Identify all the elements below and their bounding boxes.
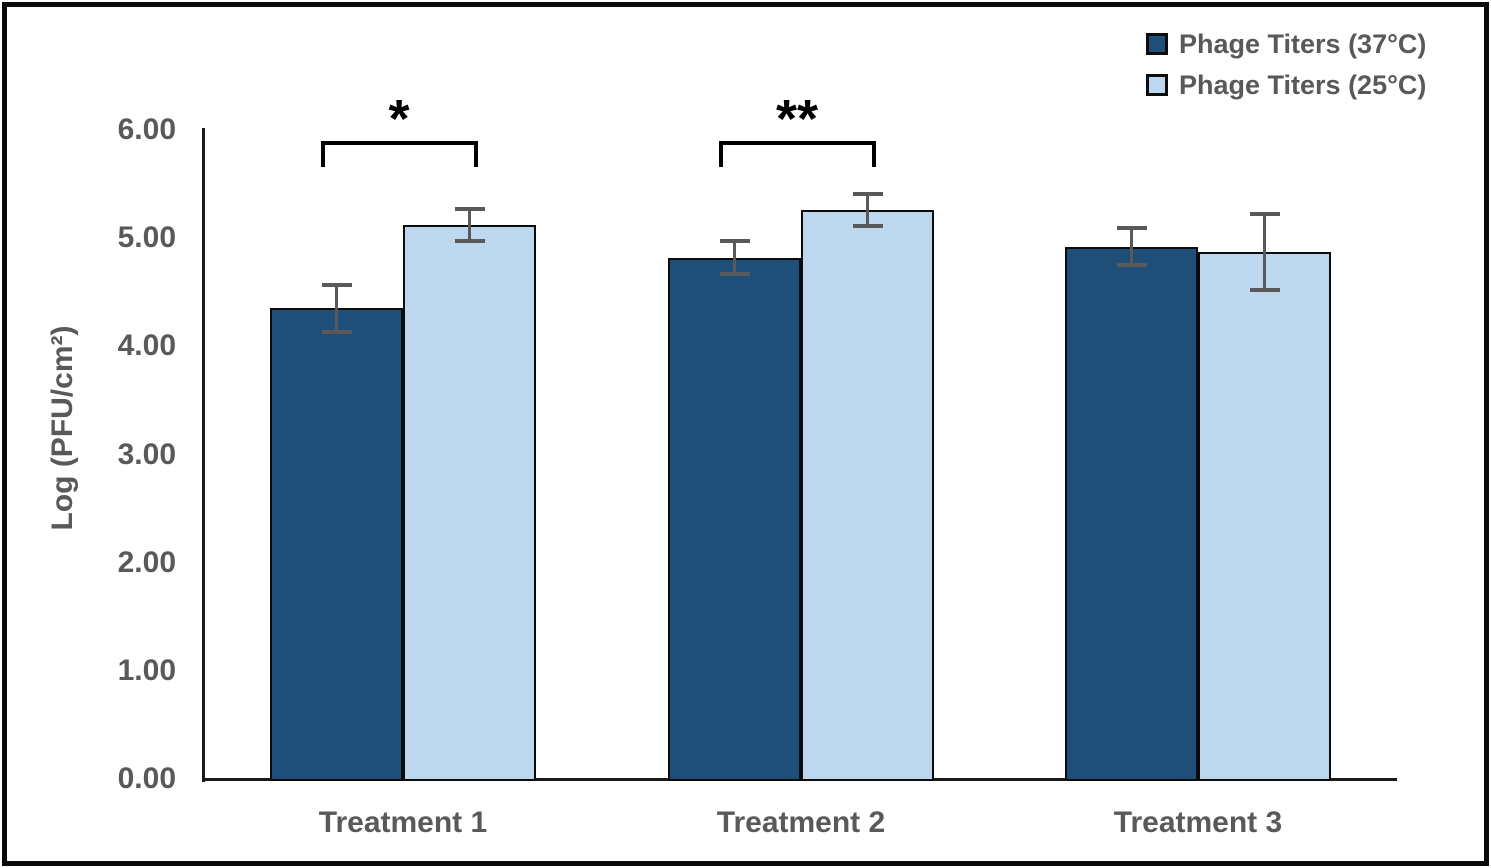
bar-treatment-2-phage-titers-25-c (801, 210, 934, 781)
x-axis-label-treatment-3: Treatment 3 (1113, 806, 1283, 839)
legend-label: Phage Titers (37°C) (1179, 28, 1427, 59)
y-axis-tick-label: 4.00 (117, 329, 176, 363)
error-bar-treatment-3-phage-titers-37-c (1130, 228, 1133, 266)
y-axis-tick-label: 6.00 (117, 113, 176, 146)
error-bar-cap-bottom (1249, 288, 1280, 293)
error-bar-treatment-1-phage-titers-37-c (335, 284, 338, 333)
error-bar-cap-top (1116, 226, 1147, 231)
legend-item-phage-titers-37-c: Phage Titers (37°C) (1146, 28, 1427, 59)
bar-treatment-1-phage-titers-25-c (403, 225, 536, 781)
bar-treatment-2-phage-titers-37-c (668, 257, 801, 781)
y-axis-line (202, 128, 205, 782)
legend: Phage Titers (37°C) Phage Titers (25°C) (1146, 28, 1427, 112)
y-axis-tick-label: 1.00 (117, 653, 176, 687)
error-bar-treatment-3-phage-titers-25-c (1263, 214, 1266, 291)
y-axis-tick-label: 5.00 (117, 221, 176, 255)
bar-treatment-3-phage-titers-37-c (1065, 246, 1198, 781)
error-bar-cap-top (454, 206, 485, 211)
error-bar-cap-top (719, 239, 750, 244)
error-bar-cap-bottom (719, 271, 750, 276)
error-bar-cap-bottom (321, 330, 352, 335)
y-axis-tick-label: 2.00 (117, 545, 176, 579)
error-bar-treatment-2-phage-titers-37-c (733, 241, 736, 274)
bar-treatment-1-phage-titers-37-c (270, 308, 403, 781)
x-axis-label-treatment-2: Treatment 2 (716, 806, 886, 839)
error-bar-cap-bottom (852, 224, 883, 229)
legend-label: Phage Titers (25°C) (1179, 69, 1427, 100)
x-axis-label-treatment-1: Treatment 1 (318, 806, 488, 839)
error-bar-cap-bottom (454, 239, 485, 244)
legend-item-phage-titers-25-c: Phage Titers (25°C) (1146, 69, 1427, 100)
bar-treatment-3-phage-titers-25-c (1198, 252, 1331, 781)
significance-bracket-treatment-1 (320, 141, 478, 167)
y-axis-title: Log (PFU/cm²) (46, 325, 79, 531)
error-bar-cap-top (321, 282, 352, 287)
y-axis-tick-label: 0.00 (117, 762, 176, 795)
error-bar-treatment-1-phage-titers-25-c (468, 208, 471, 242)
y-axis-tick-label: 3.00 (117, 437, 176, 471)
error-bar-cap-top (852, 191, 883, 196)
significance-bracket-treatment-2 (718, 141, 876, 167)
legend-swatch-phage-titers-37-c (1146, 33, 1168, 55)
significance-label-treatment-1: * (388, 89, 410, 149)
significance-label-treatment-2: ** (775, 89, 819, 149)
error-bar-cap-bottom (1116, 263, 1147, 268)
error-bar-treatment-2-phage-titers-25-c (866, 193, 869, 227)
error-bar-cap-top (1249, 212, 1280, 217)
legend-swatch-phage-titers-25-c (1146, 74, 1168, 96)
